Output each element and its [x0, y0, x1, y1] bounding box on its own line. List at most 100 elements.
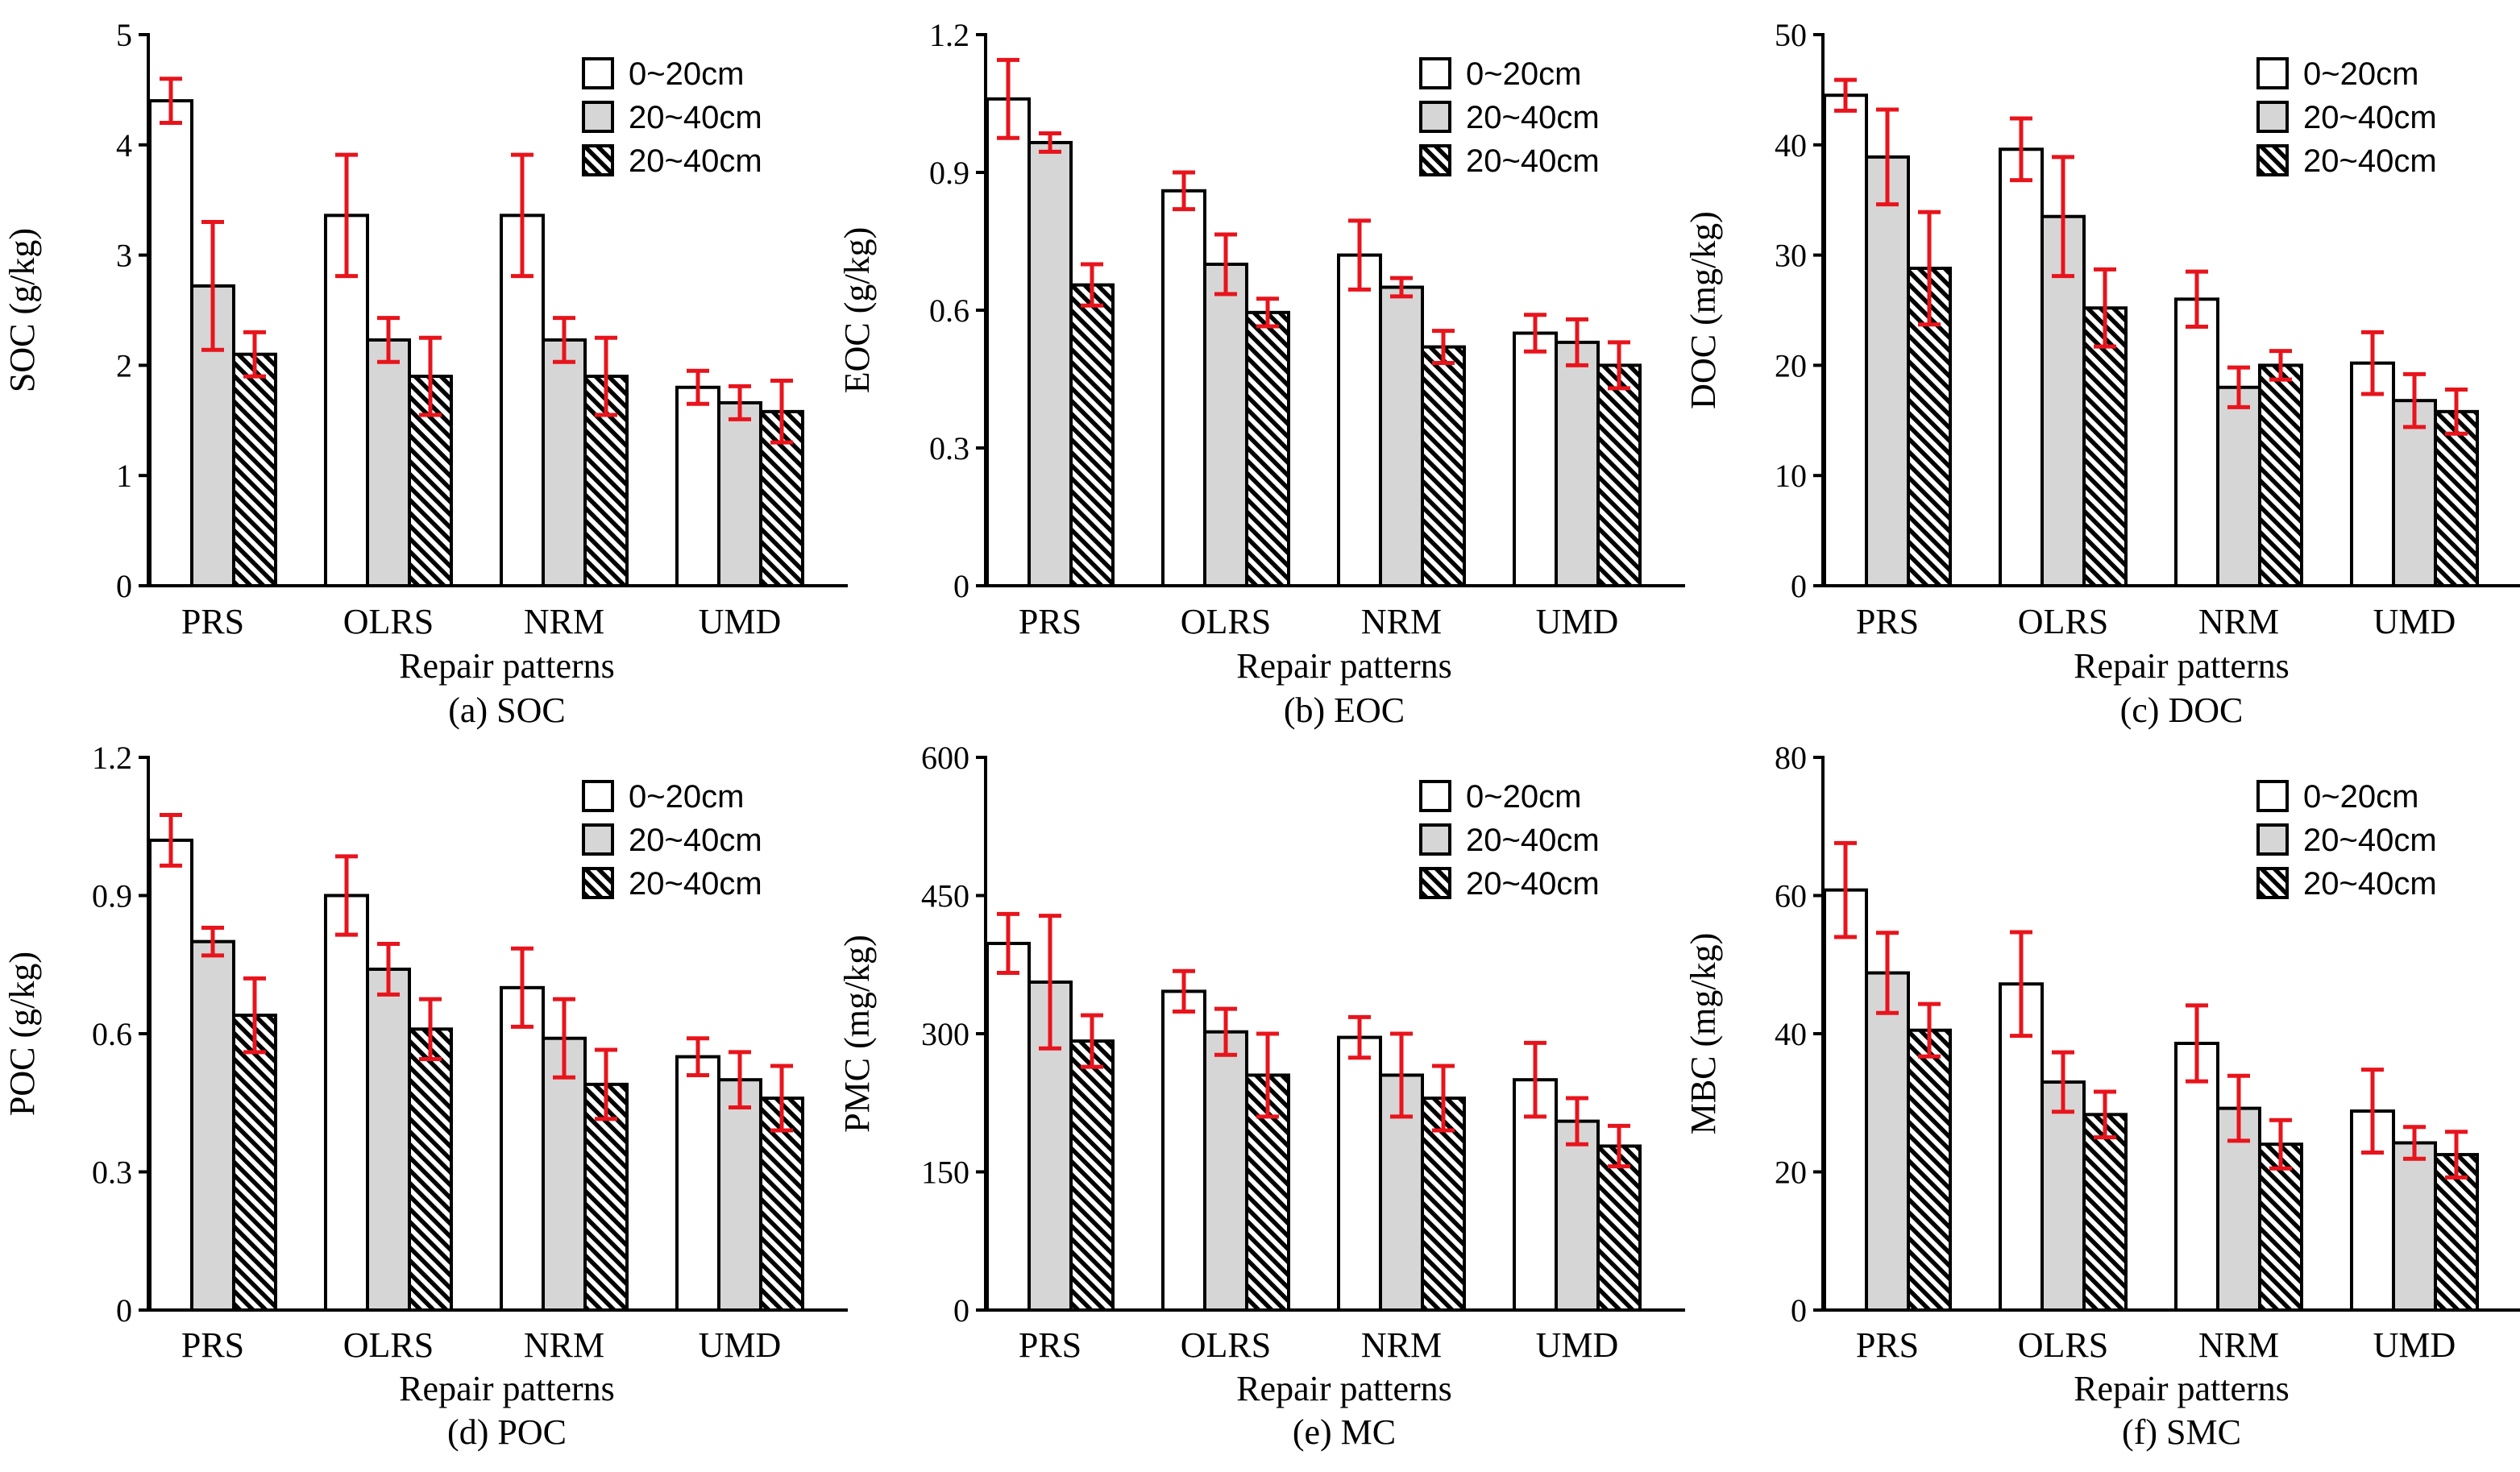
- bar-e-umd-series-1: [1513, 1078, 1558, 1312]
- error-bar-e-olrs-series-2: [1214, 1006, 1237, 1057]
- x-tick-label-prs: PRS: [1019, 602, 1081, 641]
- error-bar-e-prs-series-1: [997, 911, 1019, 976]
- error-bar-a-olrs-series-2: [377, 316, 400, 364]
- bar-d-olrs-series-3: [408, 1027, 453, 1312]
- x-tick-label-olrs: OLRS: [343, 602, 434, 641]
- bar-f-prs-series-1: [1823, 888, 1868, 1312]
- bar-f-nrm-series-1: [2174, 1042, 2219, 1312]
- bar-c-olrs-series-3: [2082, 306, 2128, 587]
- y-tick-label: 40: [1775, 1016, 1807, 1052]
- error-bar-c-olrs-series-1: [2010, 116, 2032, 183]
- bar-d-umd-series-2: [717, 1078, 762, 1312]
- x-tick-label-nrm: NRM: [524, 1325, 604, 1365]
- bar-c-olrs-series-1: [1999, 147, 2044, 588]
- bar-b-olrs-series-3: [1245, 310, 1290, 587]
- legend-swatch-3: [2256, 144, 2289, 176]
- error-bar-a-nrm-series-1: [511, 152, 533, 279]
- error-bar-e-nrm-series-3: [1432, 1064, 1455, 1133]
- legend-label-2: 20~40cm: [629, 100, 762, 135]
- panel-caption: (b) EOC: [1284, 690, 1405, 730]
- y-tick-label: 5: [116, 17, 132, 53]
- x-tick-label-olrs: OLRS: [1181, 1325, 1271, 1365]
- bar-f-prs-series-3: [1907, 1028, 1952, 1312]
- error-bar-f-prs-series-3: [1918, 1001, 1941, 1059]
- bar-c-umd-series-3: [2434, 409, 2479, 587]
- bar-d-olrs-series-1: [324, 894, 369, 1312]
- panel-caption: (c) DOC: [2120, 690, 2244, 730]
- error-bar-c-nrm-series-3: [2269, 349, 2292, 382]
- error-bar-a-nrm-series-3: [595, 335, 617, 417]
- legend-label-3: 20~40cm: [1466, 866, 1600, 902]
- legend-label-1: 0~20cm: [2303, 779, 2418, 815]
- bar-c-nrm-series-3: [2258, 363, 2303, 587]
- legend-label-2: 20~40cm: [2303, 100, 2437, 135]
- error-bar-c-umd-series-3: [2445, 387, 2468, 436]
- legend-label-2: 20~40cm: [2303, 823, 2437, 858]
- bar-c-prs-series-2: [1865, 155, 1910, 587]
- error-bar-b-prs-series-2: [1039, 131, 1061, 154]
- bar-f-prs-series-2: [1865, 971, 1910, 1312]
- x-tick-label-nrm: NRM: [2198, 1325, 2279, 1365]
- error-bar-d-olrs-series-1: [335, 854, 358, 937]
- legend-label-3: 20~40cm: [629, 866, 762, 902]
- error-bar-a-prs-series-1: [160, 77, 182, 125]
- error-bar-b-nrm-series-2: [1390, 276, 1413, 299]
- legend-label-1: 0~20cm: [1466, 56, 1581, 92]
- error-bar-e-umd-series-1: [1524, 1040, 1546, 1119]
- y-tick-label: 0.6: [929, 292, 969, 329]
- error-bar-a-prs-series-3: [243, 330, 266, 379]
- bar-e-nrm-series-1: [1337, 1035, 1382, 1312]
- y-tick-label: 0: [116, 568, 132, 604]
- error-bar-b-nrm-series-1: [1348, 218, 1371, 292]
- legend-swatch-2: [582, 823, 614, 856]
- error-bar-b-umd-series-1: [1524, 313, 1546, 354]
- legend-label-3: 20~40cm: [629, 143, 762, 179]
- y-tick-label: 80: [1775, 740, 1807, 776]
- error-bar-c-prs-series-2: [1876, 107, 1899, 207]
- error-bar-b-umd-series-3: [1608, 340, 1630, 391]
- y-tick-label: 0: [116, 1292, 132, 1329]
- legend-swatch-3: [582, 144, 614, 176]
- error-bar-d-umd-series-1: [687, 1036, 709, 1077]
- chart-panel-b: PRS OLRS NRM UMD 0 0.3 0.6 0.9 1.2 EOC (g/kg) Repa…: [837, 17, 1685, 730]
- error-bar-d-umd-series-2: [729, 1050, 751, 1109]
- y-tick-label: 1.2: [929, 17, 969, 53]
- error-bar-c-umd-series-1: [2361, 330, 2384, 396]
- y-tick-label: 0.9: [92, 878, 132, 914]
- error-bar-b-nrm-series-3: [1432, 329, 1455, 366]
- legend-swatch-1: [1419, 780, 1451, 812]
- bar-e-umd-series-3: [1596, 1144, 1642, 1312]
- legend-swatch-1: [582, 780, 614, 812]
- x-tick-label-nrm: NRM: [2198, 602, 2279, 641]
- x-tick-label-umd: UMD: [2373, 602, 2456, 641]
- bar-c-umd-series-2: [2392, 399, 2437, 587]
- legend-label-2: 20~40cm: [1466, 823, 1600, 858]
- error-bar-d-prs-series-3: [243, 976, 266, 1055]
- error-bar-a-umd-series-2: [729, 384, 751, 421]
- legend-swatch-2: [1419, 823, 1451, 856]
- legend-label-2: 20~40cm: [629, 823, 762, 858]
- y-axis-title: POC (g/kg): [2, 952, 42, 1116]
- x-tick-label-prs: PRS: [181, 602, 244, 641]
- y-tick-label: 20: [1775, 1155, 1807, 1191]
- error-bar-d-olrs-series-3: [419, 997, 442, 1061]
- y-axis-title: EOC (g/kg): [837, 227, 877, 394]
- x-tick-label-umd: UMD: [1536, 1325, 1619, 1365]
- error-bar-e-prs-series-3: [1081, 1013, 1103, 1069]
- error-bar-f-nrm-series-1: [2186, 1003, 2208, 1084]
- error-bar-f-umd-series-1: [2361, 1068, 2384, 1155]
- bar-a-olrs-series-2: [366, 338, 411, 587]
- bar-c-prs-series-1: [1823, 93, 1868, 588]
- x-tick-label-prs: PRS: [181, 1325, 244, 1365]
- y-tick-label: 30: [1775, 238, 1807, 274]
- y-tick-label: 0: [953, 1292, 969, 1329]
- panel-caption: (f) SMC: [2122, 1412, 2241, 1452]
- y-tick-label: 150: [921, 1155, 969, 1191]
- legend-swatch-1: [1419, 57, 1451, 89]
- error-bar-c-olrs-series-2: [2052, 155, 2074, 279]
- bar-f-olrs-series-2: [2040, 1080, 2086, 1312]
- error-bar-a-umd-series-1: [687, 368, 709, 406]
- y-tick-label: 0: [1791, 568, 1807, 604]
- y-tick-label: 600: [921, 740, 969, 776]
- y-tick-label: 50: [1775, 17, 1807, 53]
